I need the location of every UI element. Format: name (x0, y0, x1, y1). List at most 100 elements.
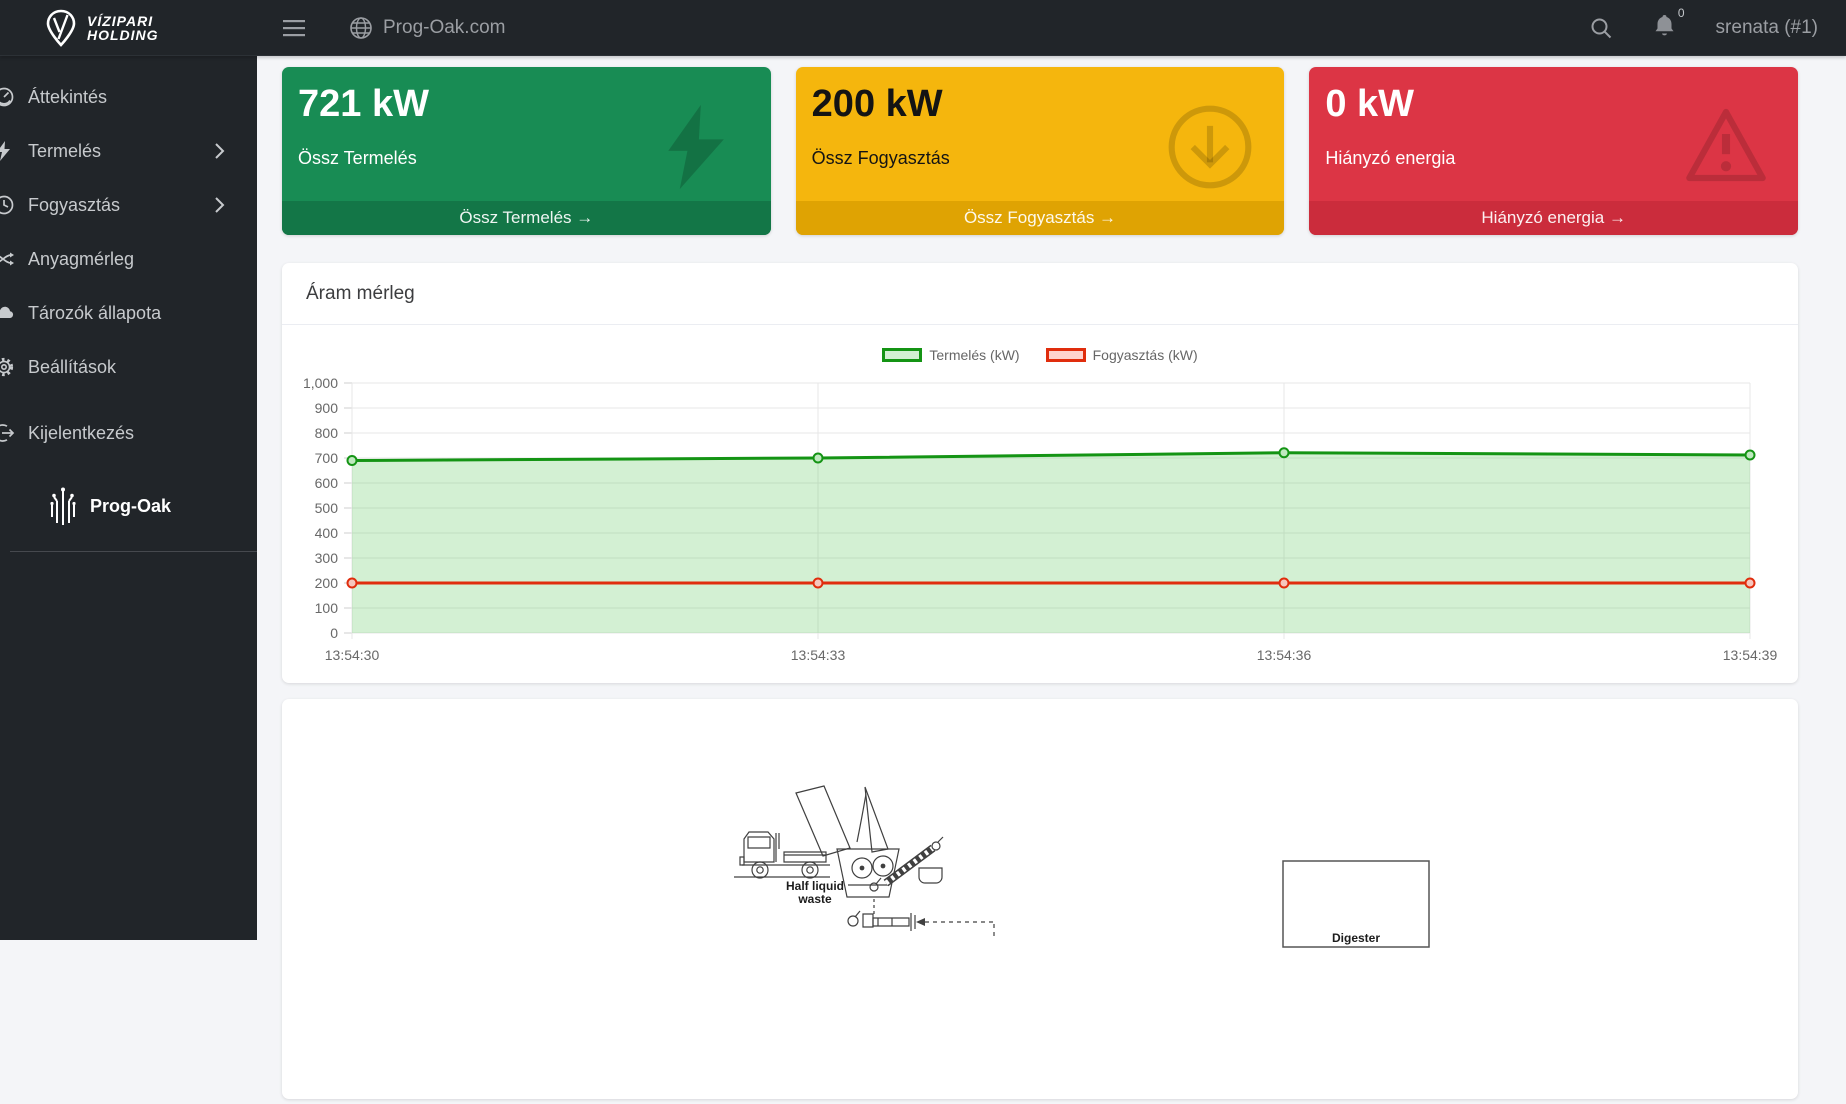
kpi-label: Hiányzó energia (1325, 148, 1456, 168)
kpi-value: 721 kW (298, 83, 429, 125)
prog-oak-tree-icon (50, 487, 76, 525)
arrow-down-circle-icon (1168, 105, 1252, 189)
menu-toggle-button[interactable] (283, 19, 305, 37)
chart-title: Áram mérleg (306, 282, 415, 304)
brand-text: VÍZIPARI HOLDING (87, 12, 159, 43)
kpi-body: 721 kW Össz Termelés (282, 67, 771, 201)
chart-legend: Termelés (kW) Fogyasztás (kW) (282, 347, 1798, 363)
svg-text:100: 100 (315, 600, 339, 616)
lightning-icon (0, 140, 16, 162)
logout-icon (0, 422, 16, 444)
kpi-label: Össz Termelés (298, 148, 417, 168)
svg-text:0: 0 (330, 625, 338, 641)
dump-truck-drawing (739, 831, 830, 879)
sidebar-item-logout[interactable]: Kijelentkezés (0, 406, 257, 460)
chevron-right-icon (214, 142, 225, 160)
sidebar-item-anyagmerleg[interactable]: Anyagmérleg (0, 232, 257, 286)
sidebar-item-label: Tározók állapota (28, 302, 162, 323)
kpi-card-hianyzo: 0 kW Hiányzó energia Hiányzó energia → (1309, 67, 1799, 235)
pump-drawing (847, 899, 995, 940)
sidebar-item-label: Beállítások (28, 356, 117, 377)
kpi-label: Össz Fogyasztás (811, 148, 950, 168)
bell-icon (1655, 15, 1674, 36)
notifications-button[interactable]: 0 (1653, 6, 1685, 42)
legend-swatch-red (1045, 348, 1086, 362)
chevron-right-icon (214, 196, 225, 214)
legend-item-fogyasztas[interactable]: Fogyasztás (kW) (1045, 347, 1198, 363)
svg-text:900: 900 (315, 400, 339, 416)
svg-text:700: 700 (315, 450, 339, 466)
search-icon (1591, 18, 1611, 38)
legend-label: Termelés (kW) (929, 347, 1020, 363)
kpi-footer-link-fogyasztas[interactable]: Össz Fogyasztás → (795, 201, 1285, 235)
kpi-footer-link-hianyzo[interactable]: Hiányzó energia → (1309, 201, 1799, 235)
topbar: VÍZIPARI HOLDING Prog-Oak.com (0, 0, 1846, 56)
sidebar-item-beallitasok[interactable]: Beállítások (0, 340, 257, 394)
svg-text:200: 200 (315, 575, 339, 591)
svg-text:13:54:39: 13:54:39 (1723, 647, 1778, 663)
legend-label: Fogyasztás (kW) (1092, 347, 1198, 363)
svg-text:1,000: 1,000 (303, 375, 338, 391)
chart-card: Áram mérleg Termelés (kW) Fogyasztás (kW… (282, 263, 1798, 683)
svg-text:13:54:36: 13:54:36 (1257, 647, 1312, 663)
sidebar-item-label: Fogyasztás (28, 194, 121, 215)
sidebar-item-label: Termelés (28, 140, 102, 161)
svg-text:800: 800 (315, 425, 339, 441)
svg-text:600: 600 (315, 475, 339, 491)
waste-label-line2: waste (797, 892, 832, 906)
process-diagram-card: Digester Half liquid waste (282, 699, 1798, 1099)
kpi-row: 721 kW Össz Termelés Össz Termelés → 200… (282, 67, 1799, 235)
process-diagram: Digester Half liquid waste (734, 785, 1430, 948)
digester-drawing: Digester (1282, 860, 1430, 948)
vizipari-pin-icon (46, 9, 76, 47)
hamburger-icon (283, 19, 305, 36)
site-name: Prog-Oak.com (383, 16, 506, 38)
chart-body: Termelés (kW) Fogyasztás (kW) 0 100 200 300… (282, 325, 1798, 683)
main-content: 721 kW Össz Termelés Össz Termelés → 200… (257, 56, 1846, 1099)
kpi-footer-link-termeles[interactable]: Össz Termelés → (282, 201, 771, 235)
warning-triangle-icon (1686, 108, 1766, 182)
line-chart: 0 100 200 300 400 500 600 700 800 900 1,000 13:54:3… (303, 375, 1778, 663)
history-clock-icon (0, 194, 16, 216)
sidebar-item-label: Áttekintés (28, 86, 108, 107)
kpi-card-termeles: 721 kW Össz Termelés Össz Termelés → (282, 67, 771, 235)
svg-text:300: 300 (315, 550, 339, 566)
screw-conveyor-drawing (883, 836, 944, 887)
legend-item-termeles[interactable]: Termelés (kW) (882, 347, 1020, 363)
kpi-body: 0 kW Hiányzó energia (1309, 67, 1798, 201)
legend-swatch-green (882, 348, 923, 362)
digester-label: Digester (1332, 931, 1380, 945)
kpi-value: 200 kW (811, 83, 943, 125)
sidebar-item-attekintes[interactable]: Áttekintés (0, 70, 257, 124)
sidebar-menu: Áttekintés Termelés Fogyasztás (0, 56, 257, 460)
svg-text:400: 400 (315, 525, 339, 541)
kpi-card-fogyasztas: 200 kW Össz Fogyasztás Össz Fogyasztás → (795, 67, 1285, 235)
prog-oak-brand[interactable]: Prog-Oak (0, 485, 257, 527)
chart-card-header: Áram mérleg (282, 263, 1798, 325)
sidebar-item-fogyasztas[interactable]: Fogyasztás (0, 178, 257, 232)
search-button[interactable] (1589, 16, 1613, 40)
gear-icon (0, 356, 16, 378)
svg-text:500: 500 (315, 500, 339, 516)
user-menu[interactable]: srenata (#1) (1715, 16, 1818, 38)
svg-text:13:54:33: 13:54:33 (791, 647, 846, 663)
sidebar-item-label: Kijelentkezés (28, 422, 135, 443)
waste-label-line1: Half liquid (786, 879, 844, 893)
hopper-drawing (836, 848, 900, 898)
prog-oak-label: Prog-Oak (90, 495, 172, 516)
sidebar-item-termeles[interactable]: Termelés (0, 124, 257, 178)
shuffle-icon (0, 248, 16, 270)
sidebar: Áttekintés Termelés Fogyasztás (0, 56, 257, 940)
kpi-value: 0 kW (1325, 83, 1415, 125)
site-link[interactable]: Prog-Oak.com (349, 16, 505, 40)
sidebar-divider (10, 551, 257, 552)
sidebar-item-tarozok[interactable]: Tározók állapota (0, 286, 257, 340)
globe-icon (350, 16, 372, 39)
cloud-icon (0, 302, 16, 324)
svg-text:13:54:30: 13:54:30 (325, 647, 380, 663)
app-logo: VÍZIPARI HOLDING (0, 0, 257, 56)
topbar-actions: 0 srenata (#1) (1589, 6, 1846, 42)
lightning-bolt-icon (667, 104, 724, 190)
notification-count-badge: 0 (1677, 6, 1685, 20)
sidebar-item-label: Anyagmérleg (28, 248, 135, 269)
